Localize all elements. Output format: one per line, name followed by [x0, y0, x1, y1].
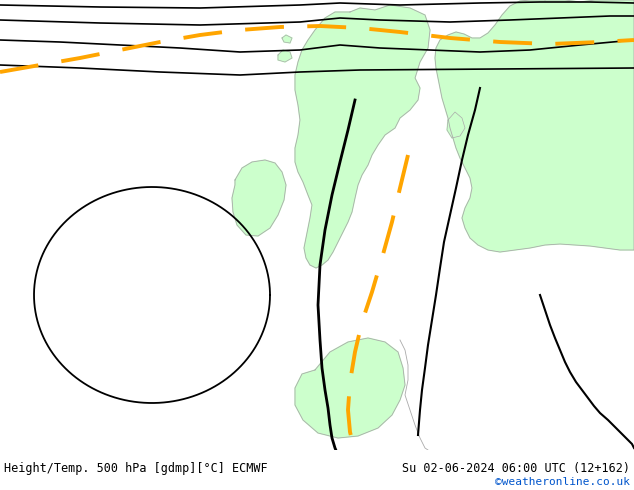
Polygon shape: [435, 0, 634, 252]
Polygon shape: [295, 338, 405, 438]
Text: Height/Temp. 500 hPa [gdmp][°C] ECMWF: Height/Temp. 500 hPa [gdmp][°C] ECMWF: [4, 462, 268, 474]
Polygon shape: [295, 5, 430, 268]
Polygon shape: [447, 112, 465, 138]
Polygon shape: [282, 35, 292, 43]
Text: ©weatheronline.co.uk: ©weatheronline.co.uk: [495, 477, 630, 487]
Text: Su 02-06-2024 06:00 UTC (12+162): Su 02-06-2024 06:00 UTC (12+162): [402, 462, 630, 474]
Polygon shape: [278, 50, 292, 62]
Polygon shape: [232, 160, 286, 236]
